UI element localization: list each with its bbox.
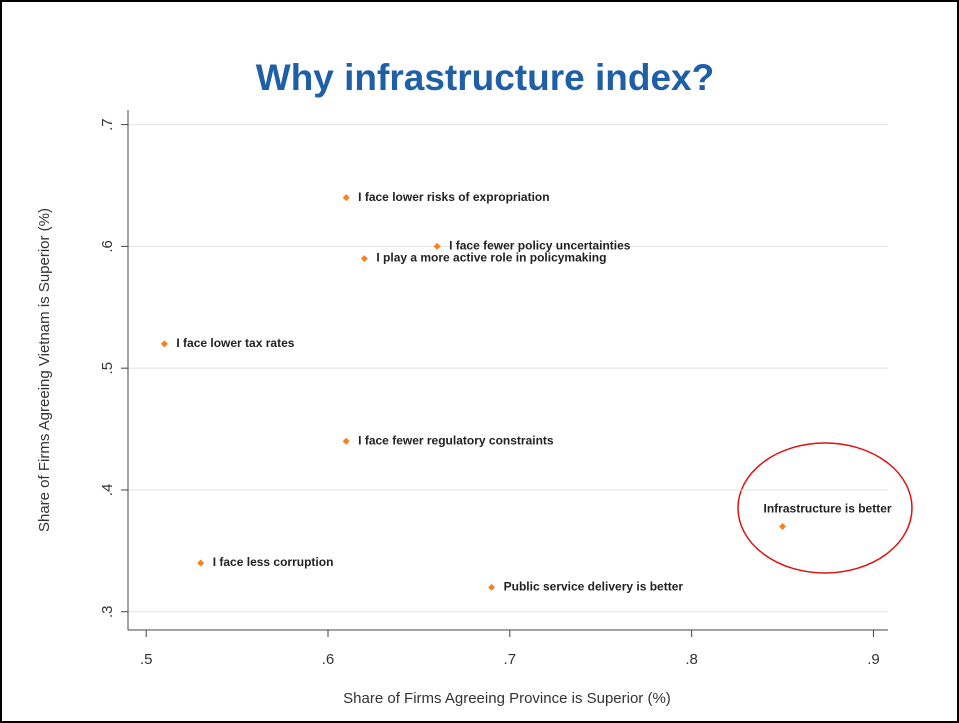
x-tick-label: .6: [322, 651, 335, 668]
point: [779, 522, 787, 530]
point-label: I face fewer policy uncertainties: [449, 239, 631, 253]
y-tick-label: .3: [99, 605, 116, 618]
point: [342, 194, 350, 202]
x-tick-label: .7: [504, 651, 517, 668]
point-label: I face lower risks of expropriation: [358, 190, 549, 204]
point-label: I face fewer regulatory constraints: [358, 433, 554, 447]
point: [433, 242, 441, 250]
y-axis-label: Share of Firms Agreeing Vietnam is Super…: [36, 208, 53, 532]
x-tick-label: .9: [867, 651, 880, 668]
point-label: Public service delivery is better: [504, 580, 684, 594]
x-tick-label: .8: [685, 651, 698, 668]
point: [360, 255, 368, 263]
point: [160, 340, 168, 348]
y-tick-label: .7: [99, 118, 116, 131]
point: [342, 437, 350, 445]
x-tick-label: .5: [140, 651, 153, 668]
y-tick-label: .5: [99, 362, 116, 375]
point-label: I face lower tax rates: [176, 336, 294, 350]
x-axis-label: Share of Firms Agreeing Province is Supe…: [343, 690, 671, 707]
point-label: I play a more active role in policymakin…: [376, 251, 606, 265]
y-tick-label: .6: [99, 240, 116, 253]
highlight-circle: [737, 442, 913, 574]
y-tick-label: .4: [99, 484, 116, 497]
point: [488, 583, 496, 591]
point: [197, 559, 205, 567]
chart-title: Why infrastructure index?: [256, 57, 714, 98]
point-label: Infrastructure is better: [764, 502, 892, 516]
point-label: I face less corruption: [213, 555, 334, 569]
